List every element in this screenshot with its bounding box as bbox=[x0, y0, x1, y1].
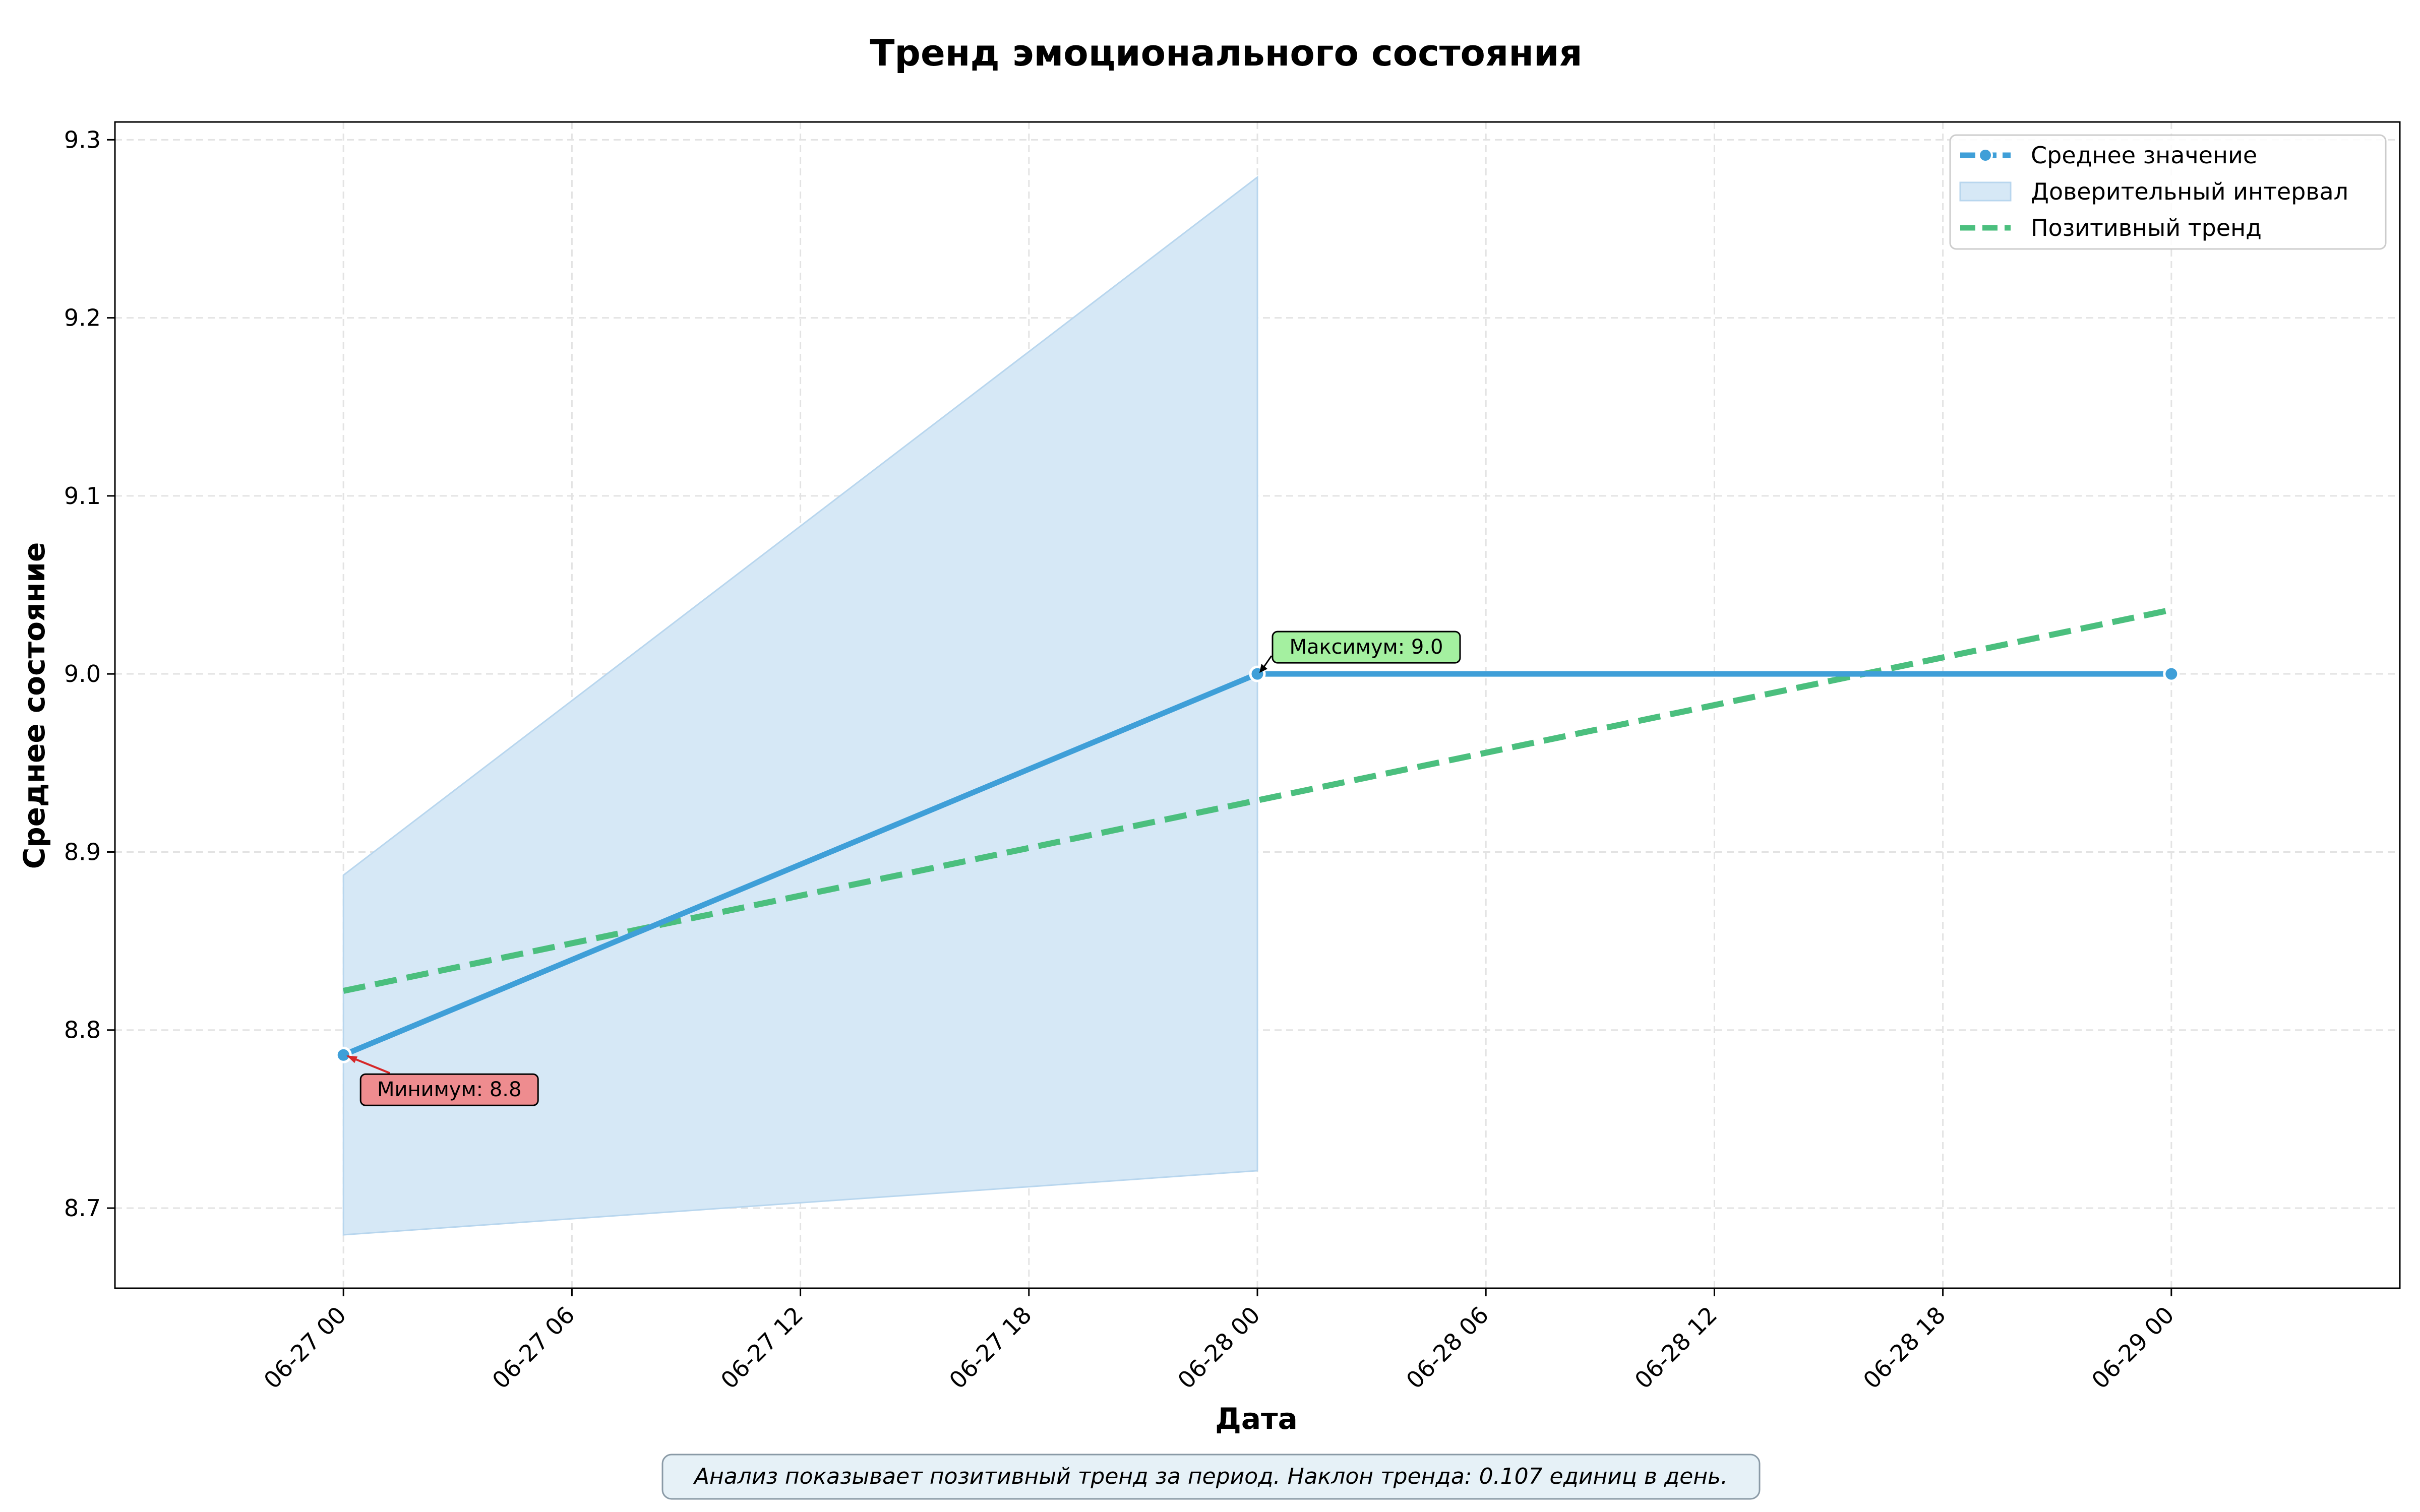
min-label: Минимум: 8.8 bbox=[377, 1078, 521, 1101]
legend-mean-marker bbox=[1978, 148, 1993, 163]
analysis-note: Анализ показывает позитивный тренд за пе… bbox=[661, 1454, 1761, 1500]
min-arrow-head bbox=[346, 1055, 358, 1063]
legend-band-swatch bbox=[1959, 181, 2012, 202]
x-axis-label: Дата bbox=[1215, 1402, 1298, 1436]
legend-box bbox=[1949, 134, 2387, 250]
max-label: Максимум: 9.0 bbox=[1290, 636, 1443, 659]
mean-point bbox=[2163, 665, 2180, 682]
analysis-note-box bbox=[661, 1454, 1761, 1500]
y-axis-ticks: 8.7 8.8 8.9 9.0 9.1 9.2 9.3 bbox=[64, 126, 115, 1222]
confidence-band-layer bbox=[342, 175, 1258, 1236]
legend: Среднее значение Доверительный интервал По… bbox=[1949, 134, 2387, 250]
annotation-layer: Максимум: 9.0 Минимум: 8.8 bbox=[346, 631, 1461, 1106]
y-tick-label: 8.7 bbox=[64, 1194, 101, 1222]
max-arrow-head bbox=[1259, 664, 1267, 673]
legend-mean-label: Среднее значение bbox=[2031, 142, 2257, 169]
legend-trend-label: Позитивный тренд bbox=[2031, 214, 2262, 241]
y-tick-label: 9.0 bbox=[64, 660, 101, 687]
mean-point bbox=[335, 1046, 352, 1063]
max-label-box bbox=[1272, 631, 1461, 664]
y-tick-label: 8.8 bbox=[64, 1017, 101, 1044]
confidence-band bbox=[342, 175, 1258, 1236]
y-tick-label: 9.1 bbox=[64, 482, 101, 510]
y-tick-label: 9.2 bbox=[64, 304, 101, 332]
legend-band-label: Доверительный интервал bbox=[2031, 178, 2348, 205]
y-tick-label: 8.9 bbox=[64, 838, 101, 865]
y-tick-label: 9.3 bbox=[64, 126, 101, 153]
chart-title: Тренд эмоционального состояния bbox=[870, 32, 1582, 74]
analysis-note-text: Анализ показывает позитивный тренд за пе… bbox=[693, 1464, 1728, 1489]
min-label-box bbox=[359, 1073, 539, 1106]
y-axis-label: Среднее состояние bbox=[17, 542, 51, 869]
